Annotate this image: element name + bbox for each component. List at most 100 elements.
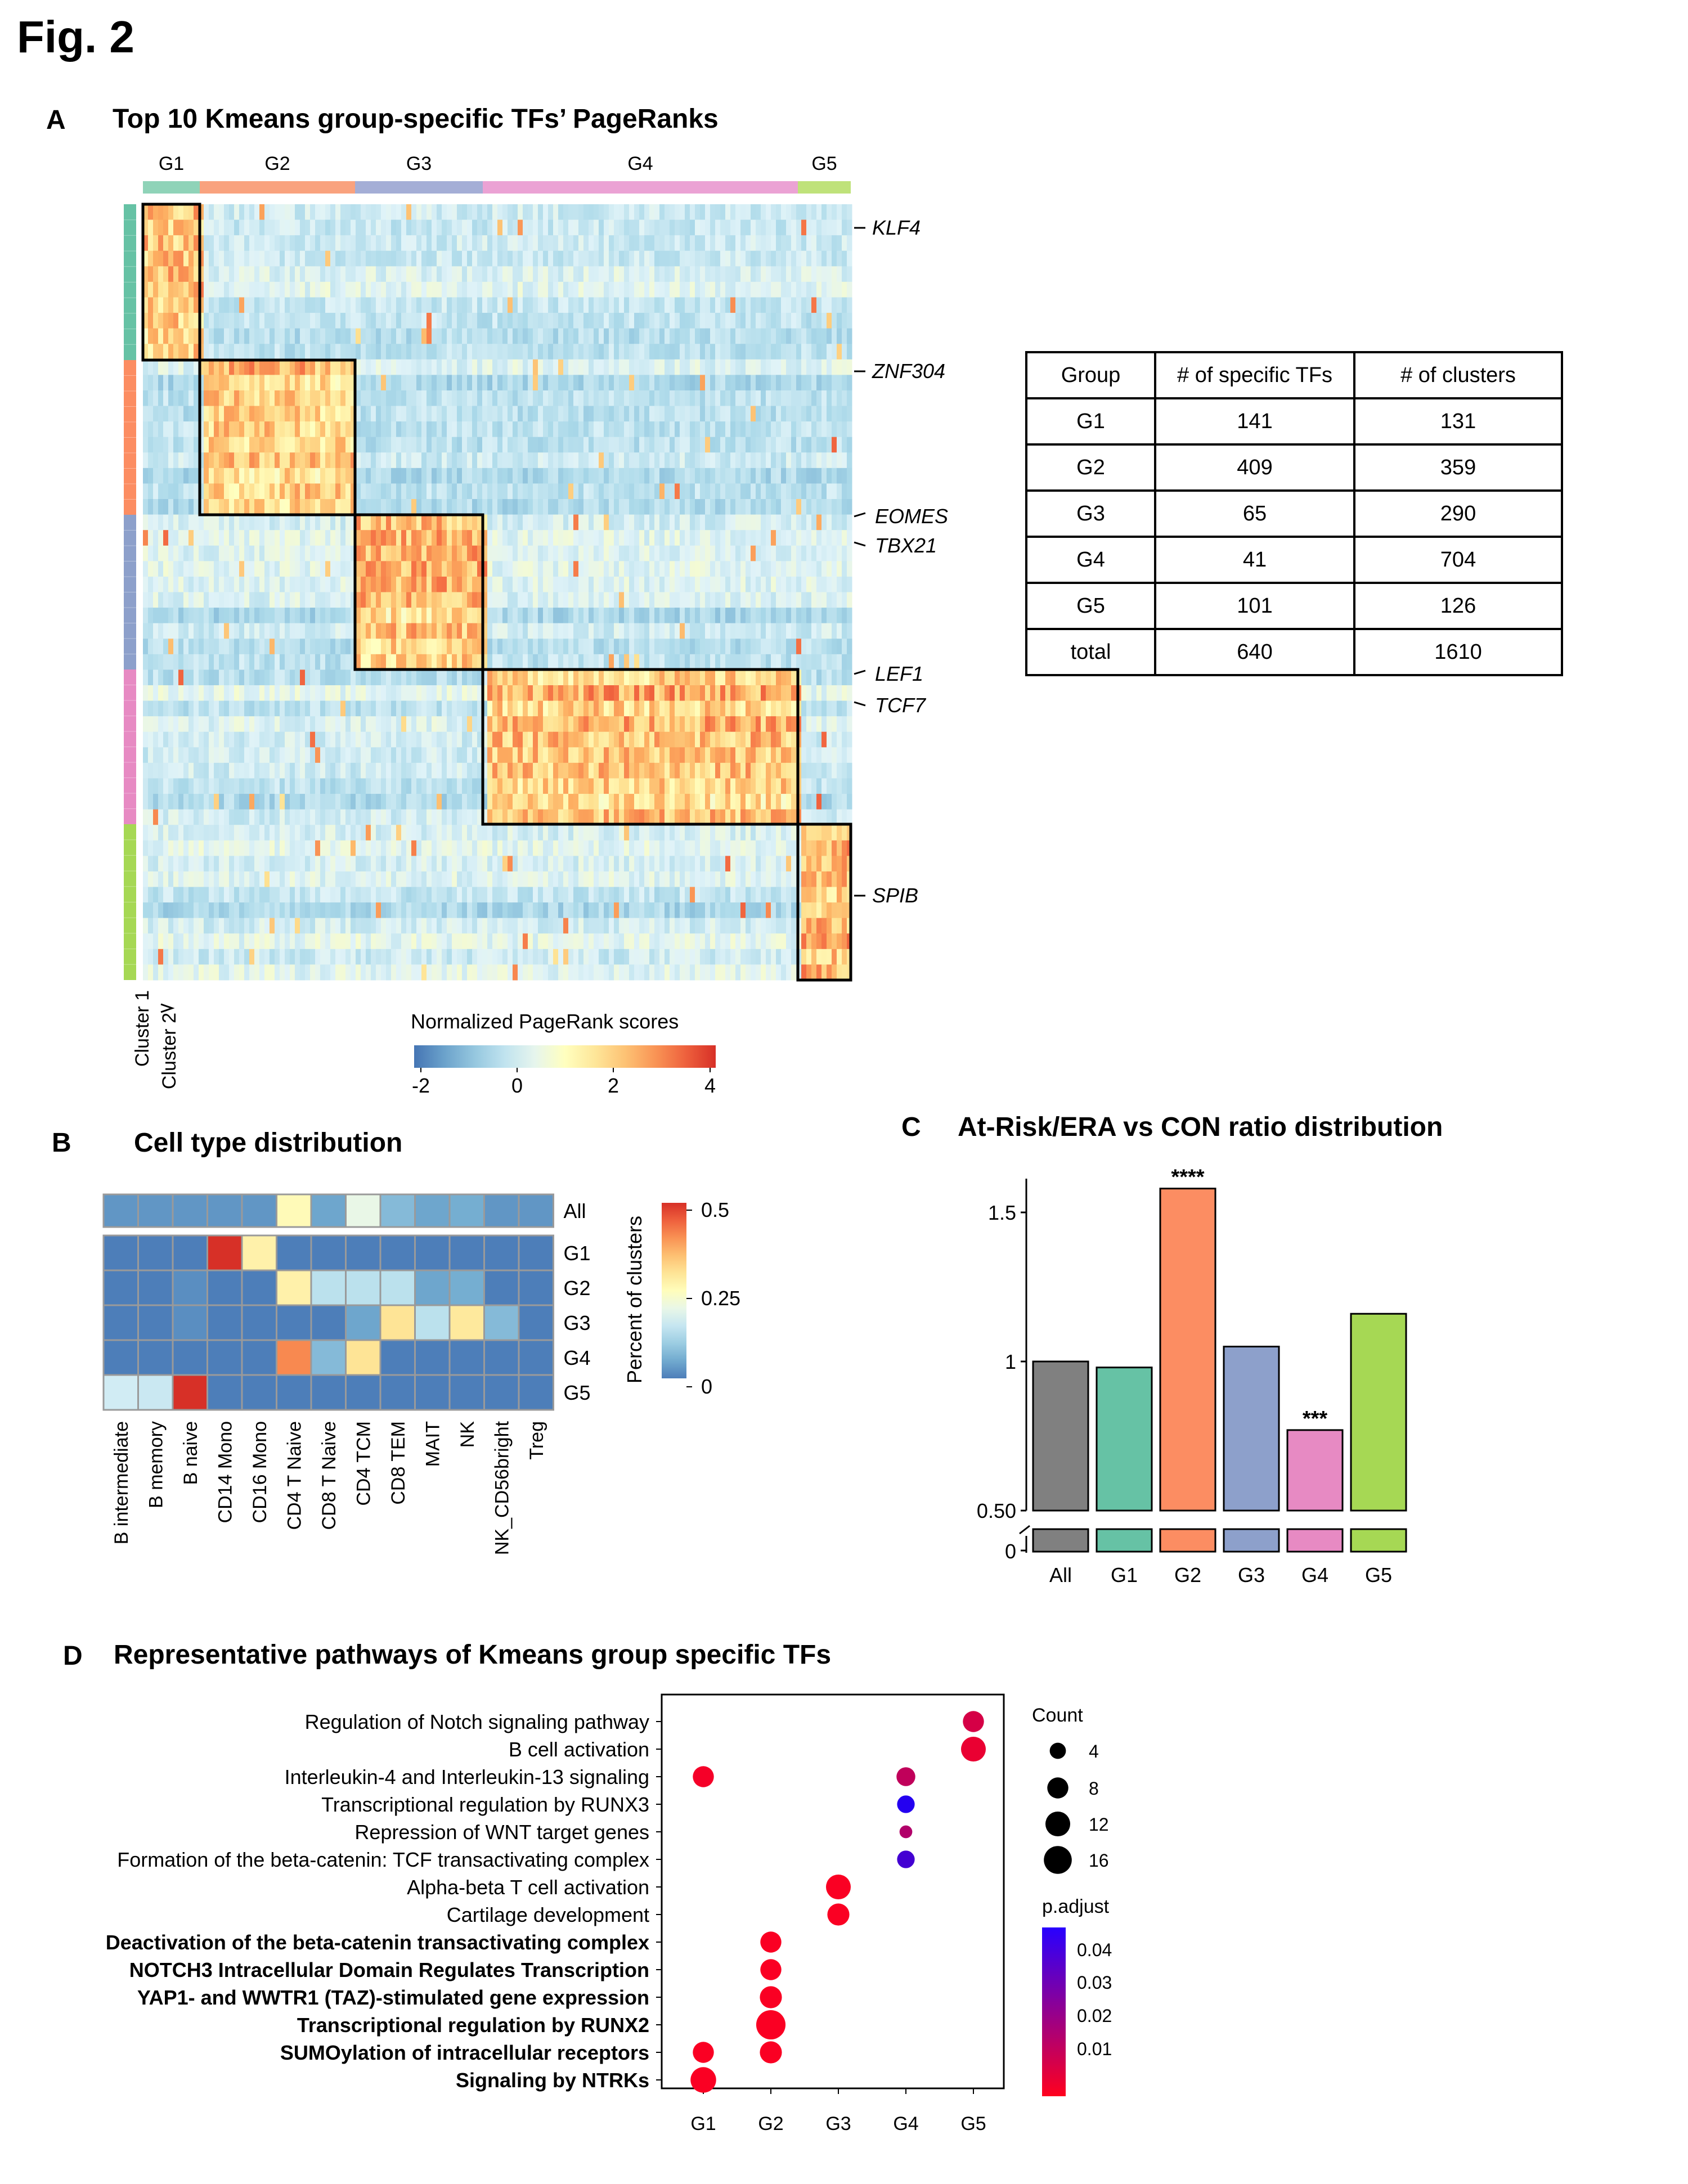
heatmap-cell — [847, 623, 852, 639]
heatmap-cell — [523, 375, 528, 391]
heatmap-cell — [781, 328, 787, 344]
heatmap-cell — [568, 437, 574, 453]
heatmap-cell — [300, 716, 306, 733]
heatmap-cell — [249, 483, 255, 500]
heatmap-cell — [219, 685, 225, 702]
heatmap-cell — [259, 297, 265, 313]
heatmap-cell — [781, 344, 787, 360]
heatmap-cell — [761, 452, 766, 469]
heatmap-cell — [204, 639, 209, 655]
heatmap-cell — [675, 204, 680, 221]
heatmap-cell — [735, 344, 741, 360]
heatmap-cell — [254, 654, 260, 670]
heatmap-cell — [842, 390, 847, 407]
heatmap-cell — [528, 716, 533, 733]
heatmap-cell — [432, 514, 437, 531]
heatmap-cell — [553, 406, 559, 422]
heatmap-cell — [229, 359, 235, 375]
heatmap-cell — [391, 235, 397, 251]
heatmap-cell — [310, 545, 316, 561]
heatmap-cell — [188, 297, 194, 313]
heatmap-cell — [614, 375, 619, 391]
heatmap-cell — [356, 592, 361, 608]
heatmap-cell — [224, 700, 230, 717]
heatmap-cell — [740, 499, 746, 515]
heatmap-cell — [275, 623, 280, 639]
heatmap-cell — [239, 250, 245, 267]
heatmap-cell — [533, 359, 538, 375]
heatmap-cell — [776, 608, 782, 624]
heatmap-cell — [523, 576, 528, 592]
heatmap-cell — [300, 669, 306, 686]
heatmap-cell — [842, 499, 847, 515]
heatmap-cell — [163, 576, 169, 592]
heatmap-cell — [543, 623, 549, 639]
heatmap-cell — [447, 608, 452, 624]
heatmap-cell — [416, 266, 422, 282]
heatmap-cell — [796, 545, 802, 561]
heatmap-cell — [244, 452, 250, 469]
heatmap-cell — [239, 623, 245, 639]
heatmap-cell — [508, 313, 513, 329]
heatmap-cell — [756, 654, 761, 670]
heatmap-cell — [416, 359, 422, 375]
heatmap-cell — [659, 608, 665, 624]
heatmap-cell — [624, 716, 630, 733]
heatmap-cell — [391, 250, 397, 267]
heatmap-cell — [518, 700, 523, 717]
heatmap-cell — [670, 483, 675, 500]
heatmap-cell — [188, 623, 194, 639]
heatmap-cell — [406, 639, 412, 655]
heatmap-cell — [310, 204, 316, 221]
heatmap-cell — [437, 623, 442, 639]
heatmap-cell — [305, 716, 311, 733]
heatmap-cell — [432, 437, 437, 453]
heatmap-cell — [583, 204, 589, 221]
heatmap-cell — [229, 654, 235, 670]
heatmap-cell — [751, 313, 756, 329]
heatmap-cell — [508, 344, 513, 360]
heatmap-cell — [366, 468, 371, 484]
heatmap-cell — [219, 747, 225, 763]
heatmap-cell — [280, 499, 285, 515]
heatmap-cell — [335, 530, 341, 546]
heatmap-cell — [391, 545, 397, 561]
heatmap-cell — [518, 204, 523, 221]
heatmap-cell — [234, 328, 240, 344]
heatmap-cell — [624, 375, 630, 391]
group-color-bar — [483, 181, 798, 194]
heatmap-cell — [462, 654, 468, 670]
heatmap-cell — [685, 390, 690, 407]
heatmap-cell — [467, 452, 473, 469]
heatmap-cell — [715, 375, 721, 391]
heatmap-cell — [330, 530, 336, 546]
heatmap-cell — [442, 654, 447, 670]
heatmap-cell — [827, 700, 832, 717]
heatmap-cell — [543, 297, 549, 313]
heatmap-cell — [219, 639, 225, 655]
heatmap-cell — [249, 406, 255, 422]
heatmap-cell — [366, 328, 371, 344]
heatmap-cell — [735, 685, 741, 702]
heatmap-cell — [705, 499, 711, 515]
heatmap-cell — [371, 421, 376, 438]
heatmap-cell — [553, 654, 559, 670]
heatmap-cell — [477, 716, 483, 733]
heatmap-cell — [437, 716, 442, 733]
heatmap-cell — [609, 716, 614, 733]
heatmap-cell — [771, 561, 776, 577]
heatmap-cell — [685, 499, 690, 515]
heatmap-cell — [649, 731, 655, 748]
heatmap-cell — [502, 390, 508, 407]
heatmap-cell — [629, 716, 635, 733]
heatmap-cell — [153, 266, 159, 282]
heatmap-cell — [214, 731, 219, 748]
heatmap-cell — [528, 219, 533, 236]
heatmap-cell — [224, 266, 230, 282]
heatmap-cell — [204, 700, 209, 717]
heatmap-cell — [497, 313, 503, 329]
heatmap-cell — [143, 452, 149, 469]
heatmap-cell — [366, 313, 371, 329]
heatmap-cell — [806, 313, 812, 329]
heatmap-cell — [837, 514, 842, 531]
